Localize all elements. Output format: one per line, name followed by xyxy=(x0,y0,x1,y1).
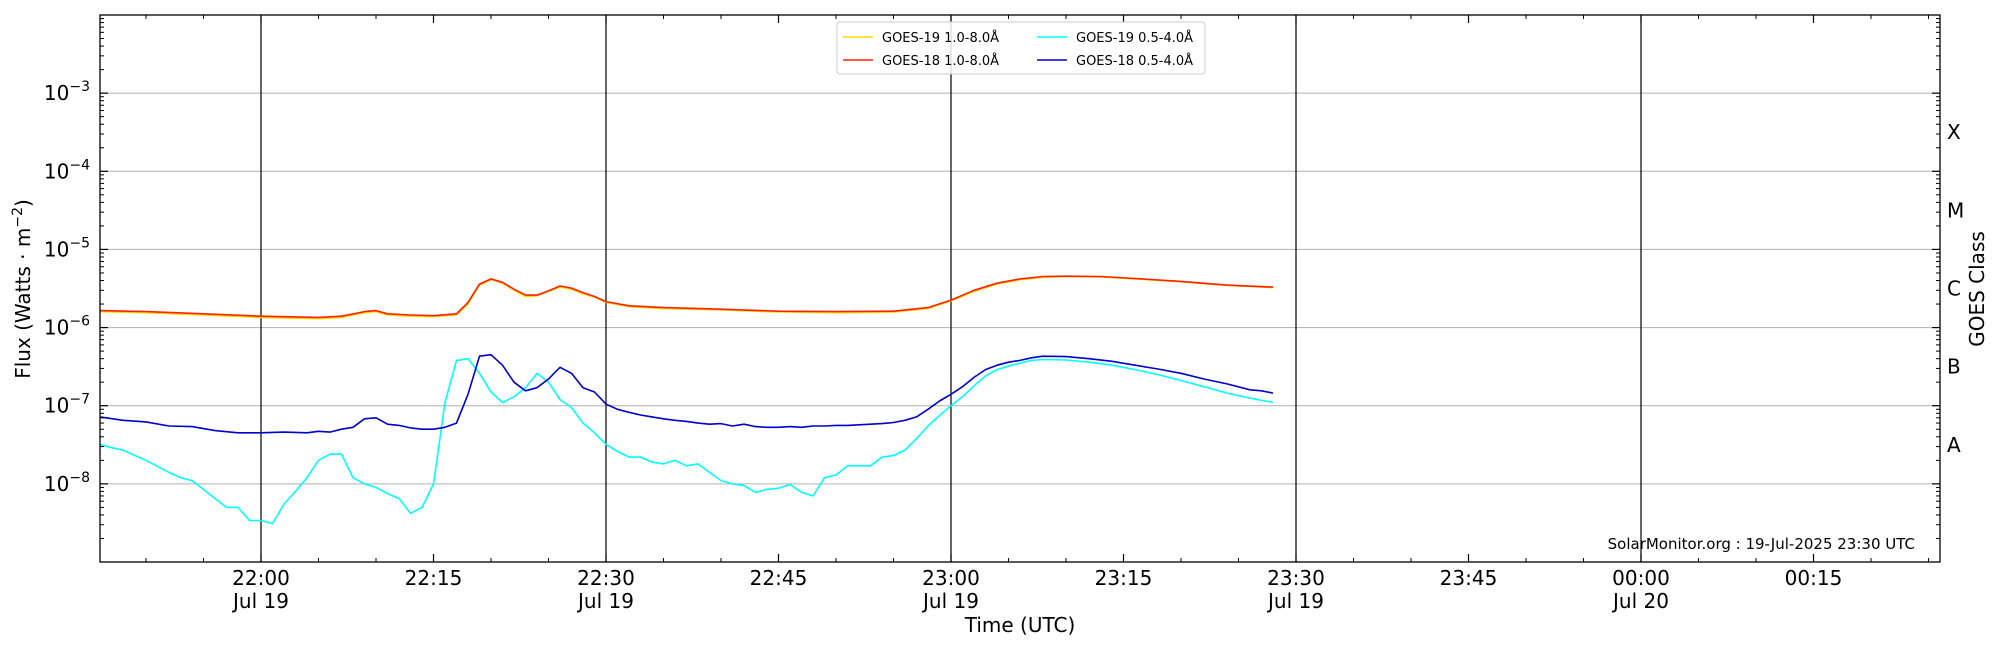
series-line xyxy=(99,357,1274,525)
y-tick-exponent: −4 xyxy=(69,157,90,173)
y-tick-base: 10 xyxy=(44,237,69,261)
legend-label: GOES-18 1.0-8.0Å xyxy=(882,53,999,69)
y-tick-exponent: −3 xyxy=(69,79,90,95)
legend-label: GOES-19 1.0-8.0Å xyxy=(882,30,999,46)
credit-text: SolarMonitor.org : 19-Jul-2025 23:30 UTC xyxy=(1608,535,1915,553)
goes-class-label: B xyxy=(1947,355,1961,379)
y-tick-base: 10 xyxy=(44,472,69,496)
legend: GOES-19 1.0-8.0Å GOES-18 1.0-8.0Å GOES-19 … xyxy=(836,21,1206,75)
goes-class-labels: A B C M X xyxy=(1947,120,1964,457)
x-tick-date-label: Jul 19 xyxy=(576,589,634,613)
y-tick-label: 10−4 xyxy=(44,157,90,183)
goes-class-label: X xyxy=(1947,120,1961,144)
x-tick-label: 22:00 xyxy=(232,566,290,590)
x-tick-label: 00:15 xyxy=(1785,566,1843,590)
y-tick-base: 10 xyxy=(44,159,69,183)
y-tick-base: 10 xyxy=(44,394,69,418)
x-tick-label: 22:30 xyxy=(577,566,635,590)
x-tick-date-label: Jul 19 xyxy=(921,589,979,613)
series-line xyxy=(99,353,1274,434)
y-tick-exponent: −5 xyxy=(69,235,90,251)
x-tick-label: 22:45 xyxy=(750,566,808,590)
goes-class-label: M xyxy=(1947,198,1964,222)
y-tick-exponent: −7 xyxy=(69,392,90,408)
legend-label: GOES-18 0.5-4.0Å xyxy=(1076,53,1193,69)
legend-items: GOES-19 1.0-8.0Å GOES-18 1.0-8.0Å GOES-19 … xyxy=(843,30,1193,69)
y-axis-title-close: ) xyxy=(11,199,35,207)
x-axis-title: Time (UTC) xyxy=(964,613,1076,637)
y-axis-title-main: Flux (Watts · m xyxy=(11,228,35,379)
x-tick-label: 23:45 xyxy=(1440,566,1498,590)
y-tick-label: 10−6 xyxy=(44,314,90,340)
x-tick-label: 23:00 xyxy=(922,566,980,590)
y-tick-label: 10−7 xyxy=(44,392,90,418)
y-tick-base: 10 xyxy=(44,81,69,105)
series-layer xyxy=(99,275,1274,525)
legend-box xyxy=(836,21,1206,75)
x-tick-label: 00:00 xyxy=(1612,566,1670,590)
series-line xyxy=(99,275,1274,319)
y-tick-base: 10 xyxy=(44,316,69,340)
x-tick-date-label: Jul 19 xyxy=(1266,589,1324,613)
y-tick-exponent: −6 xyxy=(69,314,90,330)
y-axis-title-sup: −2 xyxy=(10,207,26,228)
y-tick-label: 10−8 xyxy=(44,470,90,496)
grid-layer xyxy=(100,92,1940,485)
vertical-lines xyxy=(260,15,1642,562)
series-line xyxy=(99,275,1274,320)
legend-label: GOES-19 0.5-4.0Å xyxy=(1076,30,1193,46)
goes-class-label: C xyxy=(1947,277,1961,301)
y-tick-label: 10−3 xyxy=(44,79,90,105)
x-tick-label: 23:30 xyxy=(1267,566,1325,590)
y-tick-label: 10−5 xyxy=(44,235,90,261)
x-tick-label: 22:15 xyxy=(405,566,463,590)
goes-class-label: A xyxy=(1947,433,1961,457)
y-ticks: 10−810−710−610−510−410−3 xyxy=(44,18,1940,539)
x-tick-date-label: Jul 19 xyxy=(231,589,289,613)
goes-class-axis-title: GOES Class xyxy=(1965,231,1989,347)
y-tick-exponent: −8 xyxy=(69,470,90,486)
x-tick-label: 23:15 xyxy=(1095,566,1153,590)
y-axis-title: Flux (Watts · m−2) xyxy=(10,199,35,379)
x-tick-date-label: Jul 20 xyxy=(1611,589,1669,613)
plot-frame xyxy=(99,14,1941,563)
